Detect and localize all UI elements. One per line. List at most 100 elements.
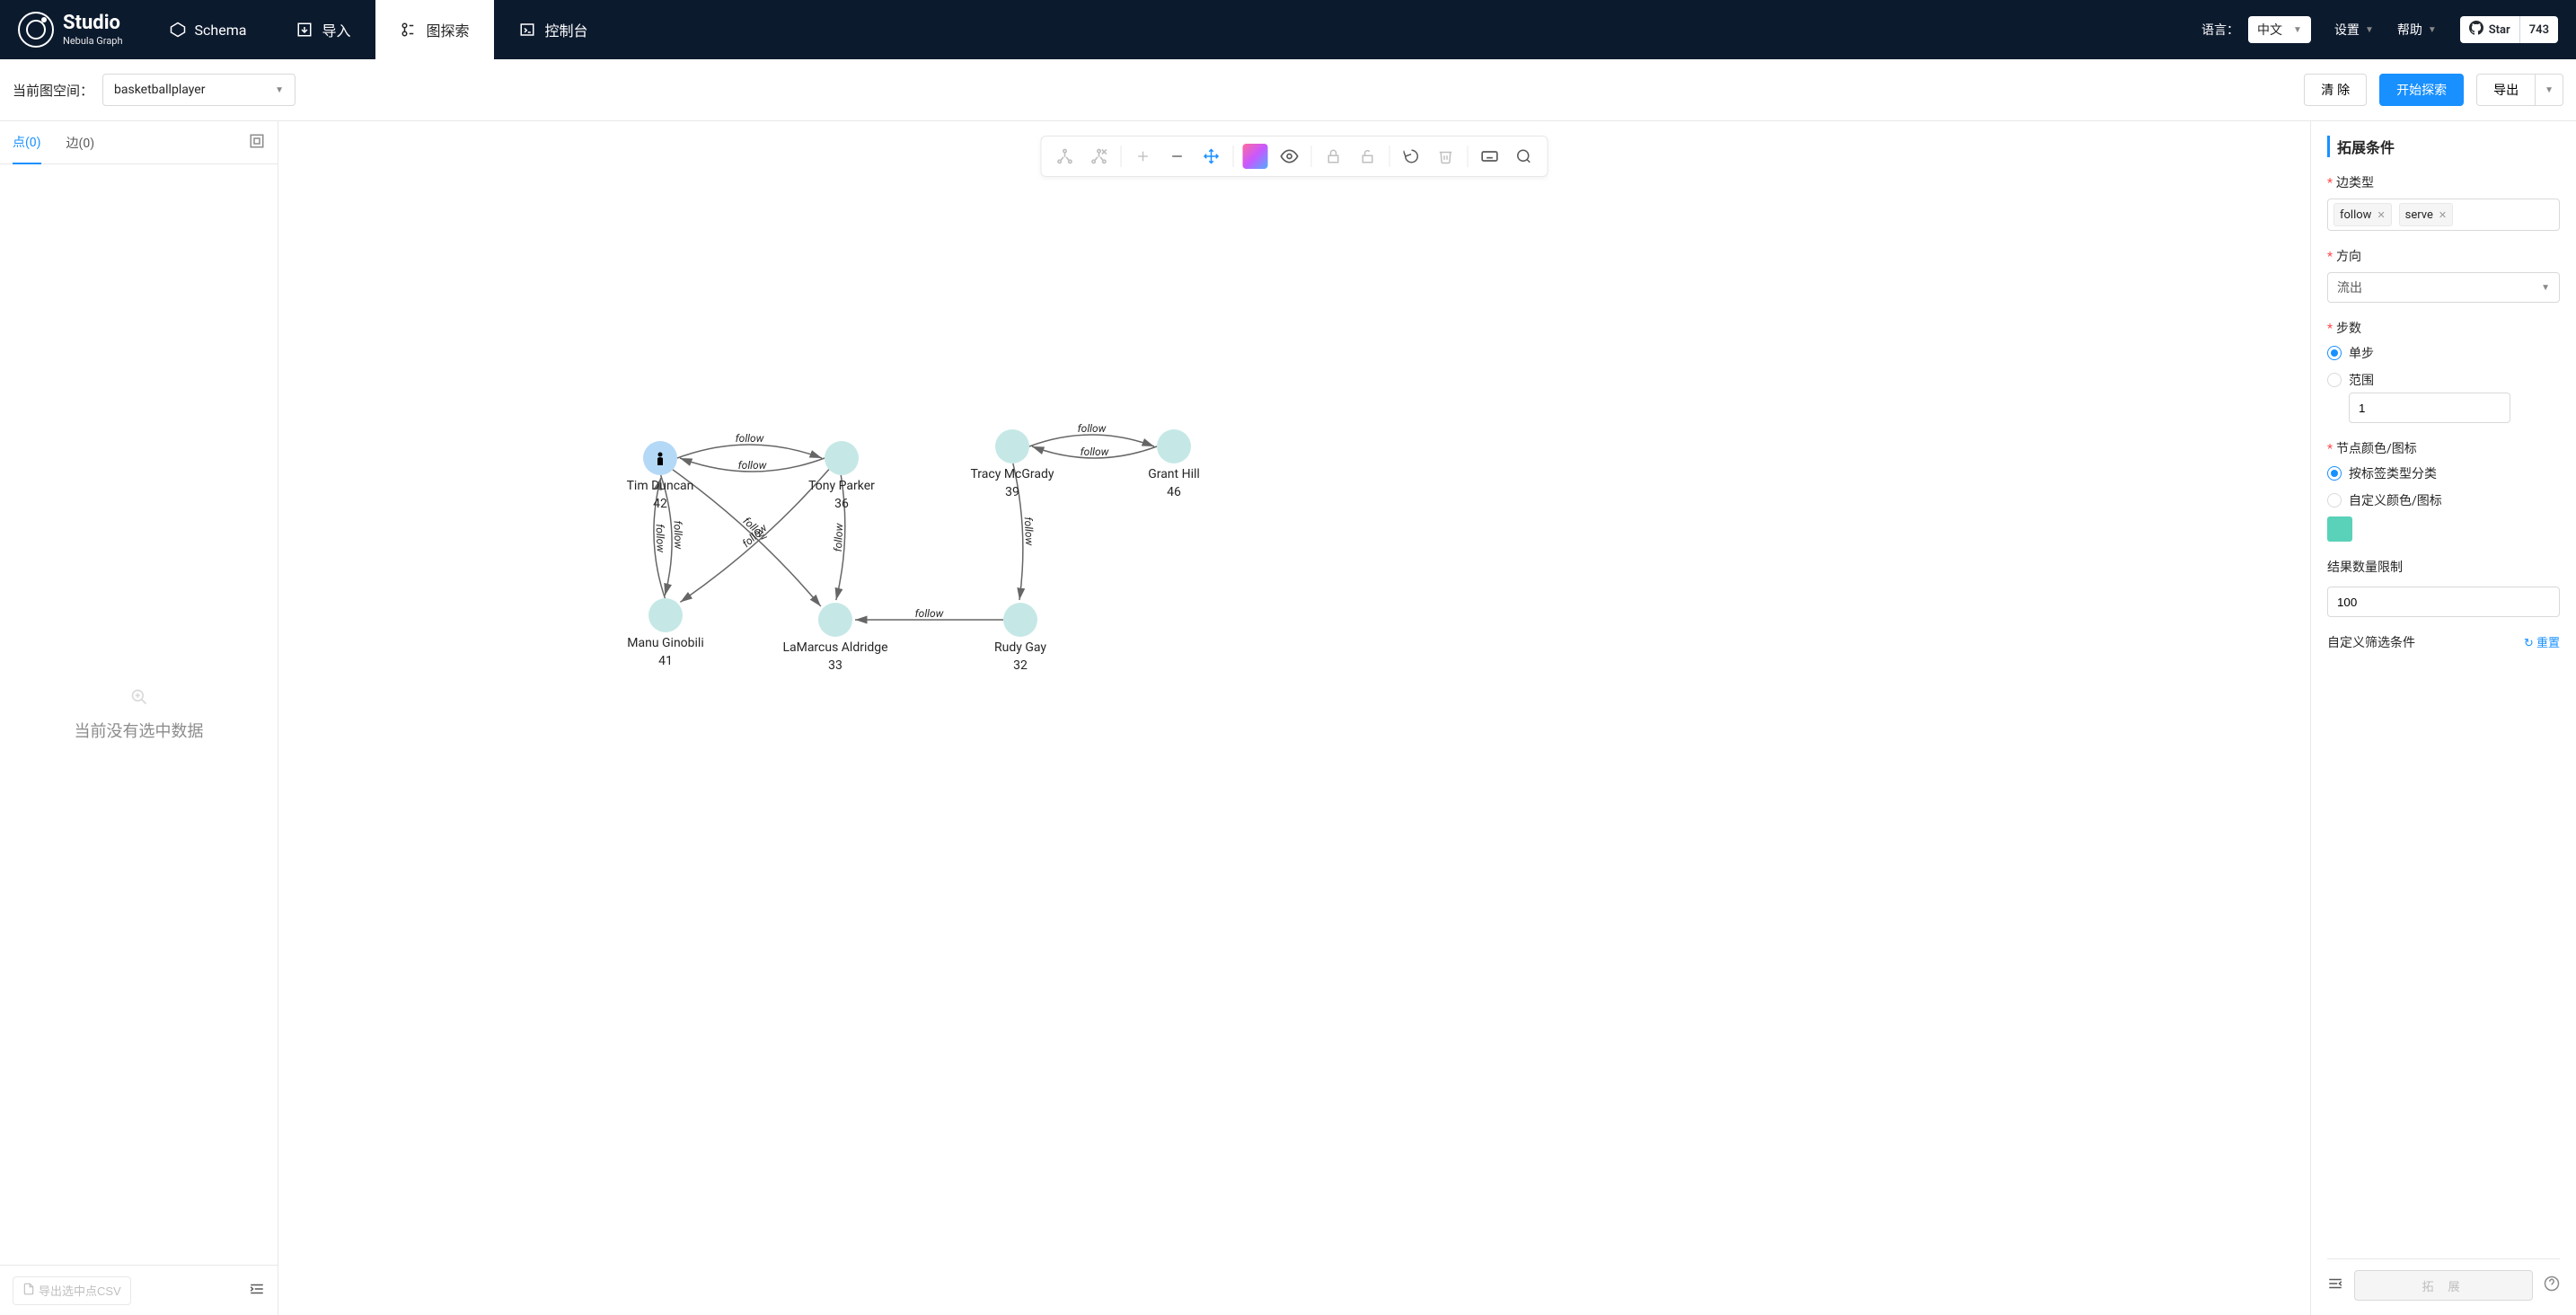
node-value: 42 <box>653 497 667 511</box>
steps-label: 步数 <box>2336 322 2361 336</box>
indent-icon[interactable] <box>249 1281 265 1301</box>
expand-button[interactable]: 拓 展 <box>2354 1270 2533 1301</box>
edge[interactable] <box>677 445 822 458</box>
right-panel: 拓展条件 *边类型 follow✕serve✕ *方向 流出 ▼ *步数 单步 … <box>2310 121 2576 1315</box>
fit-icon[interactable] <box>249 133 265 153</box>
node-value: 41 <box>658 654 673 668</box>
edge[interactable] <box>1013 463 1023 600</box>
settings-menu[interactable]: 设置 ▼ <box>2334 21 2374 39</box>
space-select[interactable]: basketballplayer ▼ <box>102 74 296 106</box>
graph-node[interactable] <box>1003 603 1037 637</box>
chevron-down-icon: ▼ <box>2428 25 2437 35</box>
custom-filter-label: 自定义筛选条件 <box>2327 636 2415 650</box>
color-custom-label: 自定义颜色/图标 <box>2349 491 2442 509</box>
tab-vertex[interactable]: 点(0) <box>13 122 41 164</box>
tab-edge[interactable]: 边(0) <box>66 121 95 163</box>
steps-input[interactable] <box>2349 393 2510 423</box>
graph-node[interactable] <box>818 603 852 637</box>
edge-label: follow <box>832 523 845 552</box>
node-label: Tracy McGrady <box>970 467 1054 481</box>
explore-icon <box>401 22 417 38</box>
space-value: basketballplayer <box>114 83 205 97</box>
github-star-label: Star <box>2489 23 2510 37</box>
field-custom-filter: 自定义筛选条件 ↻ 重置 <box>2327 633 2560 651</box>
limit-label: 结果数量限制 <box>2327 558 2560 576</box>
export-button-group: 导出 ▼ <box>2476 74 2563 106</box>
export-csv-button[interactable]: 导出选中点CSV <box>13 1276 131 1305</box>
graph-node[interactable] <box>648 598 683 632</box>
edge-label: follow <box>1078 422 1107 435</box>
top-nav: Studio Nebula Graph Schema 导入 图探索 <box>0 0 2576 59</box>
clear-button[interactable]: 清 除 <box>2304 74 2367 106</box>
sidebar-tabs: 点(0) 边(0) <box>0 121 278 164</box>
field-node-color: *节点颜色/图标 按标签类型分类 自定义颜色/图标 <box>2327 439 2560 542</box>
tag-close-icon[interactable]: ✕ <box>2439 209 2447 221</box>
node-value: 39 <box>1005 485 1019 499</box>
node-label: Manu Ginobili <box>627 636 704 650</box>
nav-right: 语言： 中文 ▼ 设置 ▼ 帮助 ▼ Star 743 <box>2201 16 2576 43</box>
node-value: 33 <box>828 658 842 673</box>
panel-footer: 拓 展 <box>2327 1258 2560 1301</box>
radio-range-step[interactable]: 范围 <box>2327 371 2560 389</box>
radio-single-step[interactable]: 单步 <box>2327 344 2560 362</box>
color-swatch[interactable] <box>2327 516 2352 542</box>
node-label: Rudy Gay <box>994 640 1046 655</box>
nav-import[interactable]: 导入 <box>271 0 375 59</box>
edge-label: follow <box>1081 446 1109 458</box>
edge-label: follow <box>736 432 764 445</box>
node-value: 32 <box>1013 658 1028 673</box>
node-label: Grant Hill <box>1148 467 1200 481</box>
help-label: 帮助 <box>2397 21 2422 39</box>
graph-node[interactable] <box>995 429 1029 463</box>
space-label: 当前图空间： <box>13 81 93 100</box>
graph-node[interactable] <box>1157 429 1191 463</box>
nav-explore[interactable]: 图探索 <box>375 0 494 59</box>
radio-color-custom[interactable]: 自定义颜色/图标 <box>2327 491 2560 509</box>
direction-select[interactable]: 流出 ▼ <box>2327 272 2560 303</box>
github-star-button[interactable]: Star 743 <box>2460 16 2558 43</box>
start-explore-button[interactable]: 开始探索 <box>2379 74 2464 106</box>
edge-label: follow <box>671 520 684 549</box>
help-menu[interactable]: 帮助 ▼ <box>2397 21 2437 39</box>
edge-label: follow <box>738 459 767 472</box>
lang-picker[interactable]: 中文 ▼ <box>2248 16 2311 43</box>
node-value: 36 <box>834 497 849 511</box>
radio-color-by-tag[interactable]: 按标签类型分类 <box>2327 464 2560 482</box>
field-steps: *步数 单步 范围 <box>2327 319 2560 423</box>
graph-canvas[interactable]: follow follow follow follow follow follow foll… <box>278 121 2310 1315</box>
chevron-down-icon: ▼ <box>2541 283 2550 293</box>
outdent-icon[interactable] <box>2327 1275 2343 1295</box>
help-icon[interactable] <box>2544 1275 2560 1295</box>
color-label: 节点颜色/图标 <box>2336 442 2417 456</box>
github-star-count: 743 <box>2520 23 2558 37</box>
edge-label: follow <box>915 607 944 620</box>
node-label: Tony Parker <box>808 479 875 493</box>
tag-close-icon[interactable]: ✕ <box>2377 209 2385 221</box>
export-dropdown-button[interactable]: ▼ <box>2536 74 2563 106</box>
edge-label: follow <box>1022 516 1036 546</box>
lang-label: 语言： <box>2201 21 2239 39</box>
import-icon <box>296 22 313 38</box>
schema-icon <box>170 22 186 38</box>
nav-schema[interactable]: Schema <box>145 0 272 59</box>
tag-serve[interactable]: serve✕ <box>2399 203 2453 226</box>
graph-svg: follow follow follow follow follow follow foll… <box>278 121 2310 1315</box>
tag-follow[interactable]: follow✕ <box>2333 203 2392 226</box>
graph-node[interactable] <box>825 441 859 475</box>
field-edge-type: *边类型 follow✕serve✕ <box>2327 173 2560 231</box>
edge-type-label: 边类型 <box>2336 176 2374 190</box>
export-button[interactable]: 导出 <box>2476 74 2536 106</box>
limit-input[interactable] <box>2327 587 2560 617</box>
direction-value: 流出 <box>2337 278 2362 296</box>
node-label: LaMarcus Aldridge <box>782 640 887 655</box>
logo[interactable]: Studio Nebula Graph <box>0 12 145 48</box>
left-sidebar: 点(0) 边(0) 当前没有选中数据 导出选中点CSV <box>0 121 278 1315</box>
nav-console[interactable]: 控制台 <box>494 0 613 59</box>
edge-type-tags[interactable]: follow✕ serve✕ <box>2327 199 2560 231</box>
file-icon <box>22 1283 35 1298</box>
reset-link[interactable]: ↻ 重置 <box>2524 633 2560 650</box>
logo-subtitle: Nebula Graph <box>63 36 123 46</box>
nav-console-label: 控制台 <box>544 19 587 40</box>
logo-icon <box>18 12 54 48</box>
chevron-down-icon: ▼ <box>2365 25 2374 35</box>
